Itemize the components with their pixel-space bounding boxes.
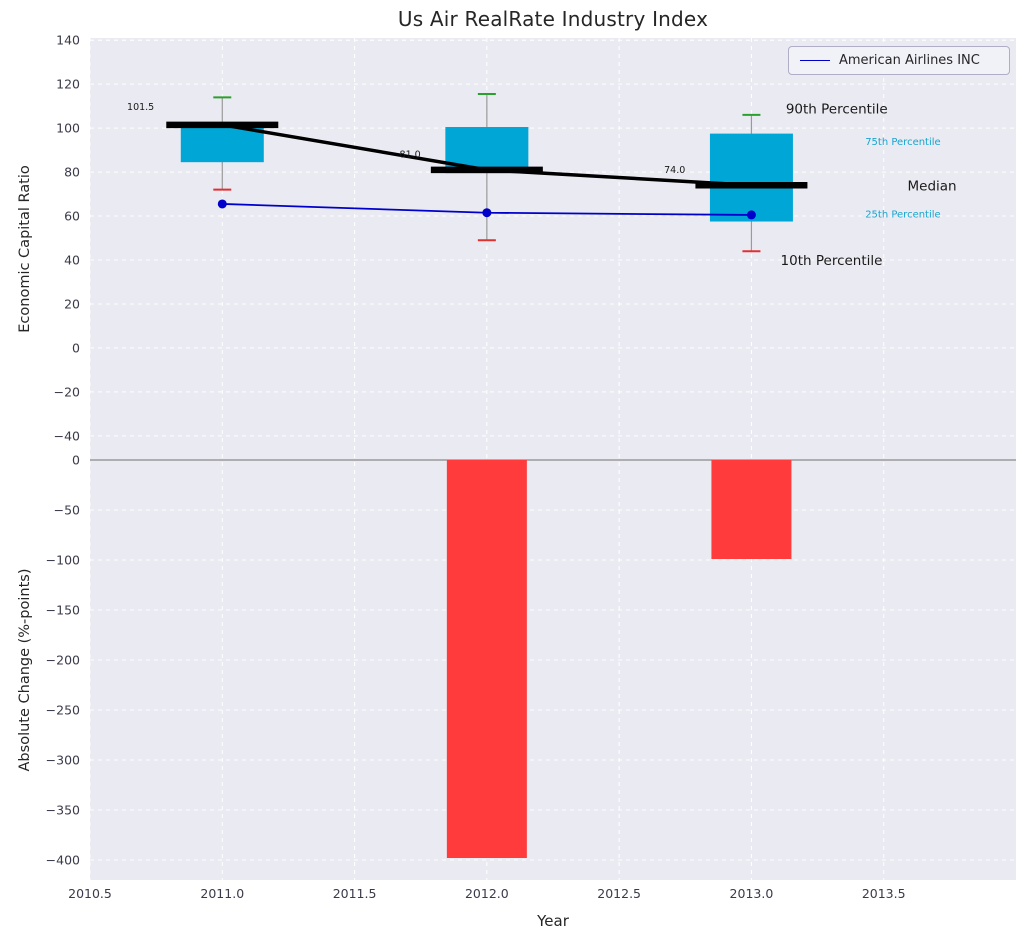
percentile-label: 25th Percentile: [865, 209, 941, 220]
y-tick-label: 0: [72, 340, 80, 355]
y-tick-label: −300: [46, 753, 80, 768]
chart-title: Us Air RealRate Industry Index: [397, 7, 709, 31]
x-tick-label: 2012.0: [465, 886, 509, 901]
bottom-y-axis-label: Absolute Change (%-points): [17, 568, 33, 772]
y-tick-label: −20: [54, 384, 80, 399]
y-tick-label: −350: [46, 803, 80, 818]
y-tick-label: −100: [46, 553, 80, 568]
x-tick-label: 2010.5: [68, 886, 112, 901]
y-tick-label: 20: [64, 296, 80, 311]
top-y-axis-label: Economic Capital Ratio: [17, 165, 33, 333]
iqr-box: [180, 125, 264, 163]
y-tick-label: 100: [56, 121, 80, 136]
median-value-label: 74.0: [664, 165, 685, 176]
percentile-label: Median: [908, 178, 957, 194]
y-tick-label: −40: [54, 428, 80, 443]
y-tick-label: −400: [46, 853, 80, 868]
company-point: [217, 199, 227, 209]
y-tick-label: 120: [56, 77, 80, 92]
gridlines: [89, 38, 1016, 880]
y-tick-label: −200: [46, 653, 80, 668]
y-tick-label: −150: [46, 603, 80, 618]
iqr-box: [709, 133, 793, 222]
x-tick-label: 2013.5: [862, 886, 906, 901]
median-value-label: 101.5: [127, 102, 154, 113]
percentile-label: 10th Percentile: [781, 253, 883, 269]
median-value-label: 81.0: [400, 149, 421, 160]
plot-background: [90, 38, 1016, 880]
percentile-label: 90th Percentile: [786, 101, 888, 117]
legend: American Airlines INC: [788, 46, 1010, 75]
y-tick-label: 40: [64, 252, 80, 267]
change-bar: [446, 460, 527, 858]
x-axis-label: Year: [537, 912, 569, 930]
tick-labels: 2010.5 2011.0 2011.5 2012.0 2012.5 2013.0 2013…: [46, 33, 906, 901]
company-point: [482, 208, 492, 218]
y-tick-label: 0: [72, 453, 80, 468]
x-tick-label: 2011.0: [200, 886, 244, 901]
x-tick-label: 2013.0: [730, 886, 774, 901]
y-tick-label: −250: [46, 703, 80, 718]
x-tick-label: 2011.5: [333, 886, 377, 901]
y-tick-label: −50: [54, 503, 80, 518]
y-tick-label: 80: [64, 165, 80, 180]
change-bar: [711, 460, 792, 559]
x-tick-label: 2012.5: [597, 886, 641, 901]
percentile-label: 75th Percentile: [865, 137, 941, 148]
company-point: [746, 210, 756, 220]
y-tick-label: 140: [56, 33, 80, 48]
legend-line-sample: [800, 60, 830, 61]
y-tick-label: 60: [64, 209, 80, 224]
legend-label: American Airlines INC: [839, 53, 980, 68]
